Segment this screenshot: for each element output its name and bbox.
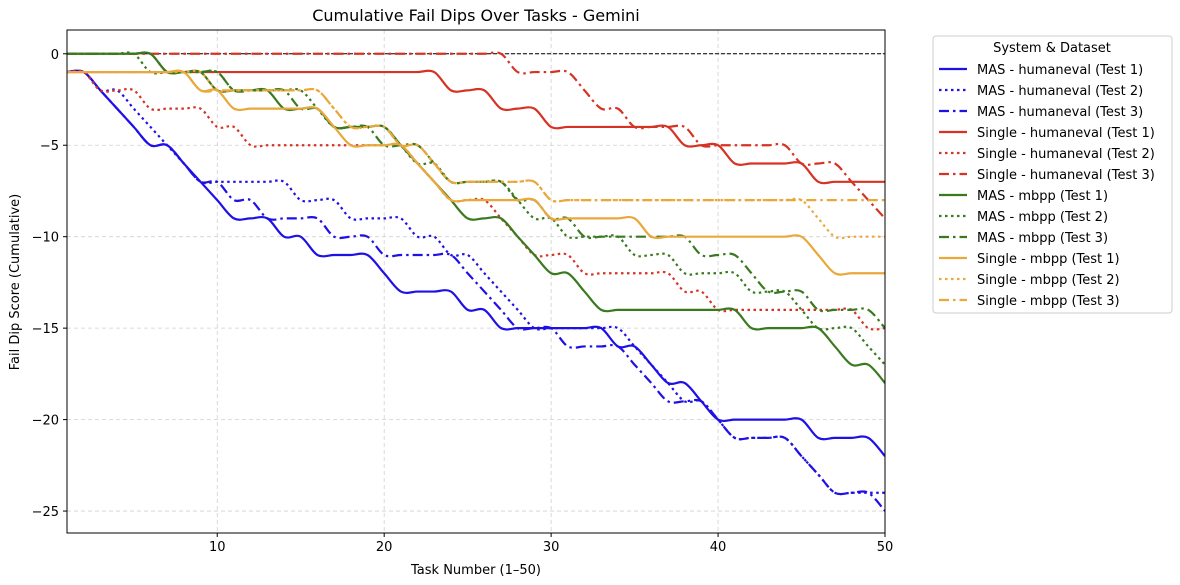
series-line-9	[67, 51, 885, 329]
y-tick-label: 0	[51, 48, 59, 63]
legend-label: MAS - mbpp (Test 2)	[977, 210, 1108, 225]
legend-label: MAS - humaneval (Test 3)	[977, 105, 1143, 120]
series-line-11	[67, 69, 885, 240]
y-axis: 0 −5 −10 −15 −20 −25	[32, 48, 67, 520]
legend-label: Single - mbpp (Test 2)	[977, 273, 1120, 288]
x-tick-label: 50	[877, 540, 894, 555]
plot-frame	[66, 29, 886, 534]
x-tick-label: 20	[376, 540, 393, 555]
legend: System & Dataset MAS - humaneval (Test 1…	[932, 35, 1173, 314]
x-tick-label: 10	[209, 540, 226, 555]
legend-label: Single - humaneval (Test 2)	[977, 147, 1155, 162]
series-line-5	[67, 69, 885, 331]
series-line-6	[67, 51, 885, 220]
series-line-12	[67, 69, 885, 203]
legend-items: MAS - humaneval (Test 1) MAS - humaneval …	[939, 63, 1155, 309]
legend-label: MAS - mbpp (Test 1)	[977, 189, 1108, 204]
x-tick-label: 40	[710, 540, 727, 555]
y-tick-label: −20	[32, 414, 59, 429]
series-line-10	[67, 69, 885, 276]
legend-label: Single - humaneval (Test 3)	[977, 168, 1155, 183]
series-line-7	[67, 51, 885, 384]
chart-title: Cumulative Fail Dips Over Tasks - Gemini	[312, 6, 640, 25]
legend-label: Single - humaneval (Test 1)	[977, 126, 1155, 141]
legend-title: System & Dataset	[993, 41, 1111, 56]
y-tick-label: −10	[32, 231, 59, 246]
legend-label: MAS - mbpp (Test 3)	[977, 231, 1108, 246]
legend-label: MAS - humaneval (Test 2)	[977, 84, 1143, 99]
series-line-2	[67, 69, 885, 496]
x-axis: 10 20 30 40 50	[209, 533, 893, 555]
y-tick-label: −5	[40, 139, 59, 154]
legend-label: Single - mbpp (Test 3)	[977, 294, 1120, 309]
series-line-8	[67, 51, 885, 366]
legend-label: Single - mbpp (Test 1)	[977, 252, 1120, 267]
series-line-1	[67, 69, 885, 457]
x-axis-label: Task Number (1–50)	[410, 563, 541, 578]
series-line-4	[67, 69, 885, 185]
y-axis-label: Fail Dip Score (Cumulative)	[8, 194, 23, 371]
legend-label: MAS - humaneval (Test 1)	[977, 63, 1143, 78]
x-tick-label: 30	[543, 540, 560, 555]
y-tick-label: −15	[32, 322, 59, 337]
y-tick-label: −25	[32, 505, 59, 520]
series-layer	[67, 51, 885, 512]
grid	[67, 30, 886, 533]
series-line-3	[67, 69, 885, 512]
legend-box	[932, 35, 1173, 314]
